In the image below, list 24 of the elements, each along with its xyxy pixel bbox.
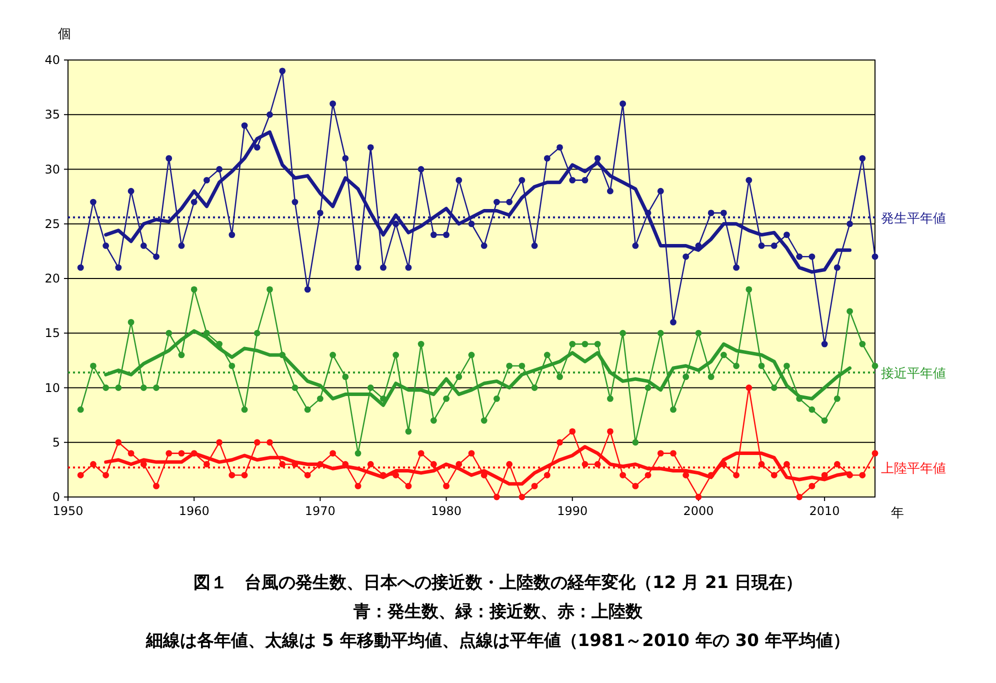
- y-tick-label: 5: [52, 435, 60, 450]
- y-tick-label: 35: [44, 108, 60, 122]
- y-tick-label: 30: [44, 162, 60, 176]
- x-tick-label: 2000: [683, 504, 714, 518]
- text: 図１ 台風の発生数、日本への接近数・上陸数の経年変化（12 月 21 日現在）: [193, 573, 803, 593]
- text: 細線は各年値、太線は 5 年移動平均値、点線は平年値（1981～2010 年の 30 年平均値）: [145, 631, 850, 651]
- x-tick-label: 1990: [557, 504, 588, 518]
- y-tick-label: 25: [44, 216, 60, 231]
- y-tick-label: 10: [44, 380, 60, 395]
- y-axis-title: 個: [58, 27, 71, 42]
- ref-line-label: 接近平年値: [881, 366, 946, 382]
- x-tick-label: 2010: [809, 504, 840, 518]
- y-tick-label: 15: [44, 326, 60, 340]
- y-tick-label: 40: [44, 53, 60, 67]
- x-tick-label: 1980: [431, 504, 462, 518]
- x-axis-title: 年: [891, 506, 904, 521]
- y-tick-label: 0: [52, 490, 60, 504]
- ref-line-label: 発生平年値: [881, 211, 946, 226]
- y-tick-label: 20: [44, 272, 60, 286]
- x-tick-label: 1970: [304, 504, 336, 518]
- ref-line-label: 上陸平年値: [881, 462, 946, 477]
- x-tick-label: 1960: [178, 504, 210, 518]
- text: 青：発生数、緑：接近数、赤：上陸数: [352, 602, 644, 622]
- x-tick-label: 1950: [52, 504, 84, 518]
